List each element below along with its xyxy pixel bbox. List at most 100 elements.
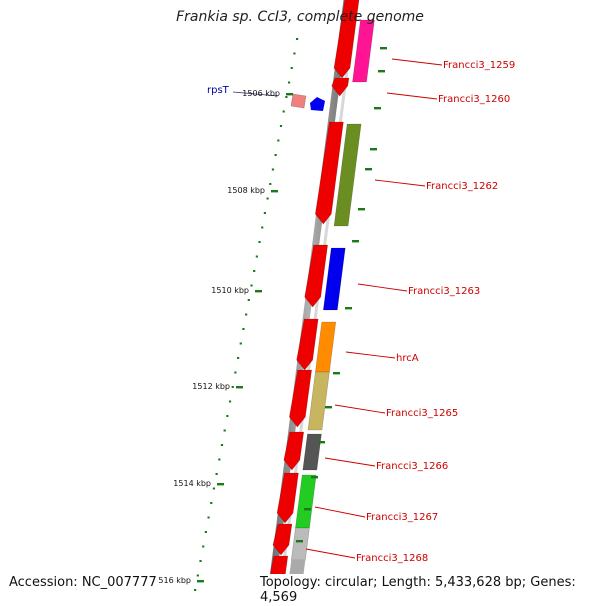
scale-dot <box>253 270 256 272</box>
scale-dot <box>274 154 277 156</box>
scale-dot <box>204 531 207 533</box>
gene-track-francci3_1266 <box>302 433 322 471</box>
accession-text: Accession: NC_007777 <box>7 574 159 591</box>
rpst-arrow <box>310 97 325 111</box>
scale-dot <box>269 183 272 185</box>
scale-dot <box>242 328 245 330</box>
scale-dot <box>207 516 210 519</box>
gene-connector <box>345 351 396 359</box>
track-tick <box>318 441 325 444</box>
scale-dot <box>236 357 240 359</box>
scale-ticks: 1506 kbp 1508 kbp 1510 kbp 1512 kbp 1514 kbp… <box>153 89 293 585</box>
scale-dot <box>282 110 285 113</box>
scale-dot <box>279 125 283 127</box>
strand-arrow <box>296 318 319 371</box>
scale-tick <box>197 580 204 583</box>
scale-dot <box>228 400 232 403</box>
scale-tick-label: 1506 kbp <box>242 89 280 98</box>
gene-label-francci3_1267: Francci3_1267 <box>366 512 438 523</box>
gene-connector <box>324 457 376 467</box>
scale-tick <box>255 290 262 293</box>
scale-dot <box>245 313 248 316</box>
scale-dot <box>277 139 280 142</box>
rpst-feature <box>290 93 307 109</box>
scale-dot <box>287 81 291 84</box>
scale-dot <box>231 386 234 388</box>
strand-arrow <box>331 77 350 97</box>
scale-dot <box>194 589 197 591</box>
strand-arrow <box>276 472 299 524</box>
scale-tick-label: 1510 kbp <box>211 286 249 295</box>
scale-dot <box>255 255 258 258</box>
track-tick <box>304 508 311 511</box>
gene-label-francci3_1268: Francci3_1268 <box>356 553 428 564</box>
track-tick <box>345 307 352 310</box>
gene-track-hrca <box>315 321 337 373</box>
gene-track-francci3_1259 <box>352 19 375 83</box>
scale-dot <box>202 545 205 548</box>
scale-dot <box>285 96 288 98</box>
track-tick <box>311 476 318 479</box>
scale-dot <box>261 226 264 229</box>
scale-dots <box>194 38 299 591</box>
scale-dot <box>293 52 296 55</box>
gene-label-hrca: hrcA <box>396 353 419 364</box>
scale-dot <box>212 487 216 490</box>
track-tick <box>325 406 332 409</box>
scale-tick-label: 1512 kbp <box>192 382 230 391</box>
strand-arrow <box>304 244 328 308</box>
scale-tick <box>236 386 243 389</box>
scale-dot <box>226 415 229 417</box>
scale-dot <box>234 371 237 374</box>
strand-arrow <box>315 121 344 225</box>
track-tick <box>333 372 340 375</box>
scale-dot <box>196 574 199 577</box>
track-tick <box>358 208 365 211</box>
scale-dot <box>223 429 226 432</box>
track-tick <box>378 70 385 73</box>
gene-labels: Francci3_1259 Francci3_1260 Francci3_1262 F… <box>207 60 515 564</box>
scale-dot <box>247 299 250 301</box>
gene-label-francci3_1265: Francci3_1265 <box>386 408 458 419</box>
track-tick <box>352 240 359 243</box>
strand-arrow <box>289 369 312 428</box>
gene-label-rpst: rpsT <box>207 85 230 96</box>
gene-connector <box>334 404 386 414</box>
gene-connector <box>391 58 443 66</box>
scale-dot <box>215 473 218 475</box>
scale-dot <box>220 444 224 446</box>
scale-dot <box>290 67 293 69</box>
scale-tick-label: 1508 kbp <box>227 186 265 195</box>
scale-tick-label: 1514 kbp <box>173 479 211 488</box>
track-tick <box>365 168 372 171</box>
gene-connector <box>314 506 366 518</box>
scale-tick <box>286 93 293 96</box>
strand-arrow <box>283 431 305 471</box>
strand-arrow <box>272 523 293 556</box>
gene-connector <box>357 283 408 292</box>
scale-dot <box>263 212 267 214</box>
scale-dot <box>271 168 275 171</box>
gene-label-francci3_1259: Francci3_1259 <box>443 60 515 71</box>
scale-dot <box>210 502 213 504</box>
scale-tick-label: 1516 kbp <box>153 576 191 585</box>
scale-tick <box>217 483 224 486</box>
scale-dot <box>239 342 242 345</box>
gene-track-francci3_1265 <box>307 371 330 431</box>
gene-features <box>266 0 375 601</box>
track-tick <box>374 107 381 110</box>
label-connectors <box>232 47 443 577</box>
scale-dot <box>296 38 299 40</box>
scale-dot <box>250 284 253 287</box>
strand-arrow <box>333 0 360 79</box>
gene-connector <box>305 548 356 559</box>
gene-label-francci3_1260: Francci3_1260 <box>438 94 510 105</box>
gene-track-francci3_1263 <box>322 247 346 311</box>
scale-dot <box>199 560 202 562</box>
scale-dot <box>258 241 261 243</box>
gene-track-francci3_1268 <box>290 527 310 561</box>
gene-connector <box>386 92 438 100</box>
gene-label-francci3_1263: Francci3_1263 <box>408 286 480 297</box>
